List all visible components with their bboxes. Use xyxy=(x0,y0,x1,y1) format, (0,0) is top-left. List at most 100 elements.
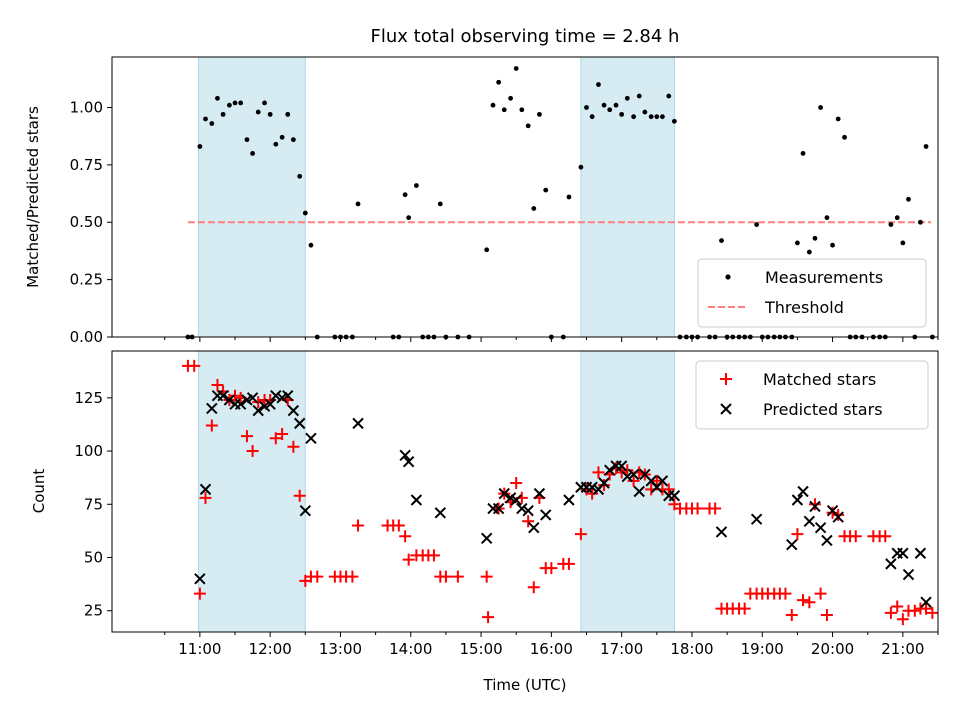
predicted-star-point xyxy=(498,487,510,500)
predicted-star-point xyxy=(282,389,294,402)
bottom-y-tick-label: 125 xyxy=(74,389,103,407)
predicted-star-point xyxy=(786,539,798,551)
measurement-point xyxy=(830,242,835,248)
predicted-star-point xyxy=(586,481,598,493)
matched-star-point xyxy=(480,570,493,583)
x-tick-label: 18:00 xyxy=(670,640,713,658)
matched-star-point xyxy=(510,476,523,489)
measurement-point xyxy=(835,116,841,122)
matched-star-point xyxy=(287,440,300,453)
predicted-star-point xyxy=(814,521,827,534)
measurement-point xyxy=(355,201,361,207)
predicted-star-point xyxy=(252,404,264,417)
predicted-star-point xyxy=(410,494,423,506)
predicted-star-point xyxy=(234,398,247,410)
measurement-point xyxy=(824,215,830,221)
predicted-star-point xyxy=(750,513,763,525)
bottom-y-tick-label: 25 xyxy=(84,602,103,620)
bottom-axes-frame xyxy=(111,350,939,633)
matched-star-point xyxy=(399,530,412,543)
matched-star-point xyxy=(627,474,640,487)
measurement-point xyxy=(842,134,847,140)
predicted-star-point xyxy=(480,532,493,545)
matched-star-point xyxy=(311,570,324,583)
predicted-star-point xyxy=(615,460,628,472)
predicted-star-point xyxy=(270,389,282,402)
matched-star-point xyxy=(738,602,751,615)
measurement-point xyxy=(906,196,911,202)
top-legend-box xyxy=(697,258,927,328)
x-axis-label: Time (UTC) xyxy=(483,676,567,694)
measurement-point xyxy=(244,137,250,143)
matched-star-point xyxy=(293,489,306,502)
measurement-point xyxy=(806,249,812,255)
measurement-point xyxy=(671,118,677,124)
predicted-star-point xyxy=(627,468,640,481)
measurement-point xyxy=(589,114,595,120)
predicted-star-point xyxy=(715,526,728,538)
measurement-point xyxy=(754,222,760,227)
predicted-star-point xyxy=(803,515,816,528)
measurement-point xyxy=(508,95,513,101)
predicted-star-point xyxy=(305,432,317,444)
measurement-point xyxy=(613,102,619,108)
predicted-star-point xyxy=(809,500,821,513)
x-tick-label: 15:00 xyxy=(459,640,502,658)
measurement-point xyxy=(719,238,724,244)
measurement-point xyxy=(413,183,419,188)
predicted-star-point xyxy=(217,389,229,402)
measurement-point xyxy=(566,194,572,200)
top-y-tick-label: 0.00 xyxy=(70,328,103,346)
predicted-star-point xyxy=(434,507,446,519)
matched-star-point xyxy=(392,519,405,532)
predicted-star-point xyxy=(902,568,915,581)
legend-matched-marker xyxy=(720,373,732,385)
matched-star-point xyxy=(820,608,833,621)
predicted-star-point xyxy=(920,596,932,608)
legend-predicted-label: Predicted stars xyxy=(763,400,883,419)
predicted-star-point xyxy=(633,485,645,498)
matched-star-point xyxy=(920,602,933,615)
measurement-point xyxy=(918,219,923,225)
matched-star-point xyxy=(891,600,904,613)
matched-star-point xyxy=(650,474,663,487)
predicted-star-point xyxy=(668,490,681,502)
measurement-point xyxy=(795,240,800,246)
chart-title: Flux total observing time = 2.84 h xyxy=(371,26,680,47)
measurement-point xyxy=(596,82,601,87)
measurement-point xyxy=(302,210,308,216)
matched-star-point xyxy=(522,515,535,528)
legend-measurements-marker xyxy=(725,274,731,280)
bottom-y-ticks: 25 50 75 100 125 xyxy=(74,389,112,620)
matched-star-point xyxy=(527,581,540,594)
top-y-ticks: 0.00 0.25 0.50 0.75 1.00 xyxy=(70,98,112,346)
measurement-point xyxy=(631,114,637,120)
matched-star-point xyxy=(205,419,218,432)
measurement-point xyxy=(578,164,584,170)
matched-star-point xyxy=(199,491,212,504)
matched-star-point xyxy=(779,587,792,600)
measurement-point xyxy=(888,222,894,227)
bottom-y-axis-label: Count xyxy=(30,469,48,514)
predicted-star-point xyxy=(797,485,809,498)
predicted-star-point xyxy=(264,398,276,410)
measurement-point xyxy=(601,102,607,108)
measurement-point xyxy=(226,102,232,108)
predicted-star-point xyxy=(832,511,844,523)
predicted-star-point xyxy=(540,509,552,521)
measurement-point xyxy=(812,235,818,241)
matched-star-point xyxy=(803,596,816,609)
predicted-star-point xyxy=(399,449,411,462)
matched-star-point xyxy=(785,608,798,621)
top-panel: 0.00 0.25 0.50 0.75 1.00 Flux total observin… xyxy=(24,26,939,346)
predicted-star-point xyxy=(199,483,212,496)
predicted-star-point xyxy=(656,475,669,487)
top-legend: Measurements Threshold xyxy=(697,258,927,328)
measurement-point xyxy=(267,111,273,117)
top-y-axis-label: Matched/Predicted stars xyxy=(24,106,42,288)
legend-predicted-marker xyxy=(720,403,732,415)
x-tick-label: 13:00 xyxy=(319,640,362,658)
bottom-y-tick-label: 100 xyxy=(74,442,103,460)
measurement-point xyxy=(496,79,502,85)
